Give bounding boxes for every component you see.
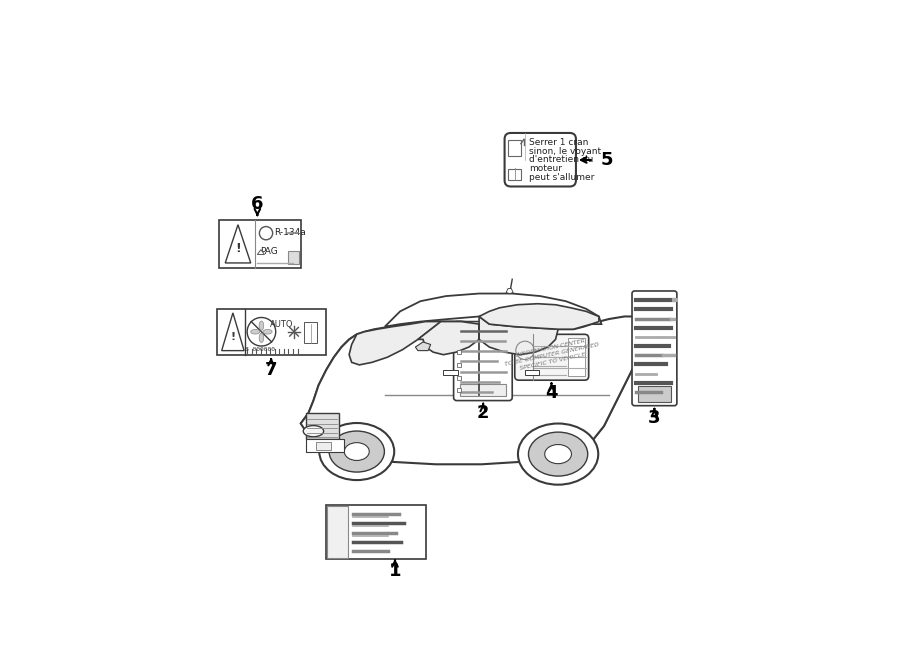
Bar [304,322,317,343]
Text: d'entretien du: d'entretien du [529,155,593,164]
Polygon shape [579,319,652,449]
Bar [328,506,347,557]
Ellipse shape [320,423,394,480]
Bar [525,370,539,375]
Polygon shape [479,304,598,329]
Polygon shape [225,224,251,263]
Text: PAG: PAG [260,246,278,256]
Text: 2: 2 [477,404,490,422]
Text: peut s'allumer: peut s'allumer [529,173,594,183]
Text: 6: 6 [251,195,264,213]
Text: 4: 4 [545,384,558,402]
Text: INFORMATION CENTER
TO BE COMPUTER GENERATED
SPECIFIC TO VEHICLE: INFORMATION CENTER TO BE COMPUTER GENERA… [502,336,601,373]
Bar [568,338,585,376]
FancyBboxPatch shape [505,133,576,187]
Ellipse shape [263,330,272,334]
Polygon shape [301,316,652,464]
Text: AUTO: AUTO [270,320,293,330]
Circle shape [248,318,275,346]
Bar [288,251,299,264]
Polygon shape [257,250,265,254]
FancyBboxPatch shape [515,334,589,380]
Polygon shape [221,313,244,351]
Bar [456,389,461,393]
Text: moteur: moteur [529,164,562,173]
Bar [316,442,331,450]
Text: 1: 1 [389,562,401,581]
Ellipse shape [329,431,384,472]
Bar [460,384,506,397]
Bar [326,505,426,559]
Polygon shape [301,334,431,424]
Ellipse shape [345,443,369,461]
Bar [306,413,339,439]
Polygon shape [506,289,513,293]
Ellipse shape [251,330,260,334]
Bar [444,370,458,375]
Bar [219,220,301,268]
Bar [508,140,521,156]
FancyBboxPatch shape [454,322,512,401]
Text: sinon, le voyant: sinon, le voyant [529,147,601,156]
Ellipse shape [259,321,264,330]
Polygon shape [416,342,431,351]
Text: 7: 7 [265,361,277,379]
Bar [638,387,670,402]
Text: B 000000: B 000000 [245,347,274,352]
Bar [456,363,461,367]
Polygon shape [418,322,479,355]
Bar [456,375,461,380]
Ellipse shape [544,445,572,463]
Bar [508,169,521,180]
Text: !: ! [230,332,236,342]
Bar [217,308,326,355]
Text: R-134a: R-134a [274,228,306,237]
Polygon shape [349,322,441,365]
Ellipse shape [518,424,598,485]
Bar [306,439,344,451]
Polygon shape [479,316,558,355]
Text: Serrer 1 cran: Serrer 1 cran [529,138,589,146]
FancyBboxPatch shape [632,291,677,406]
Ellipse shape [303,426,324,437]
Text: !: ! [235,242,241,255]
Text: 5: 5 [600,151,613,169]
Ellipse shape [528,432,588,476]
Bar [456,350,461,354]
Ellipse shape [259,333,264,342]
Polygon shape [385,293,601,326]
Text: 3: 3 [648,409,661,428]
